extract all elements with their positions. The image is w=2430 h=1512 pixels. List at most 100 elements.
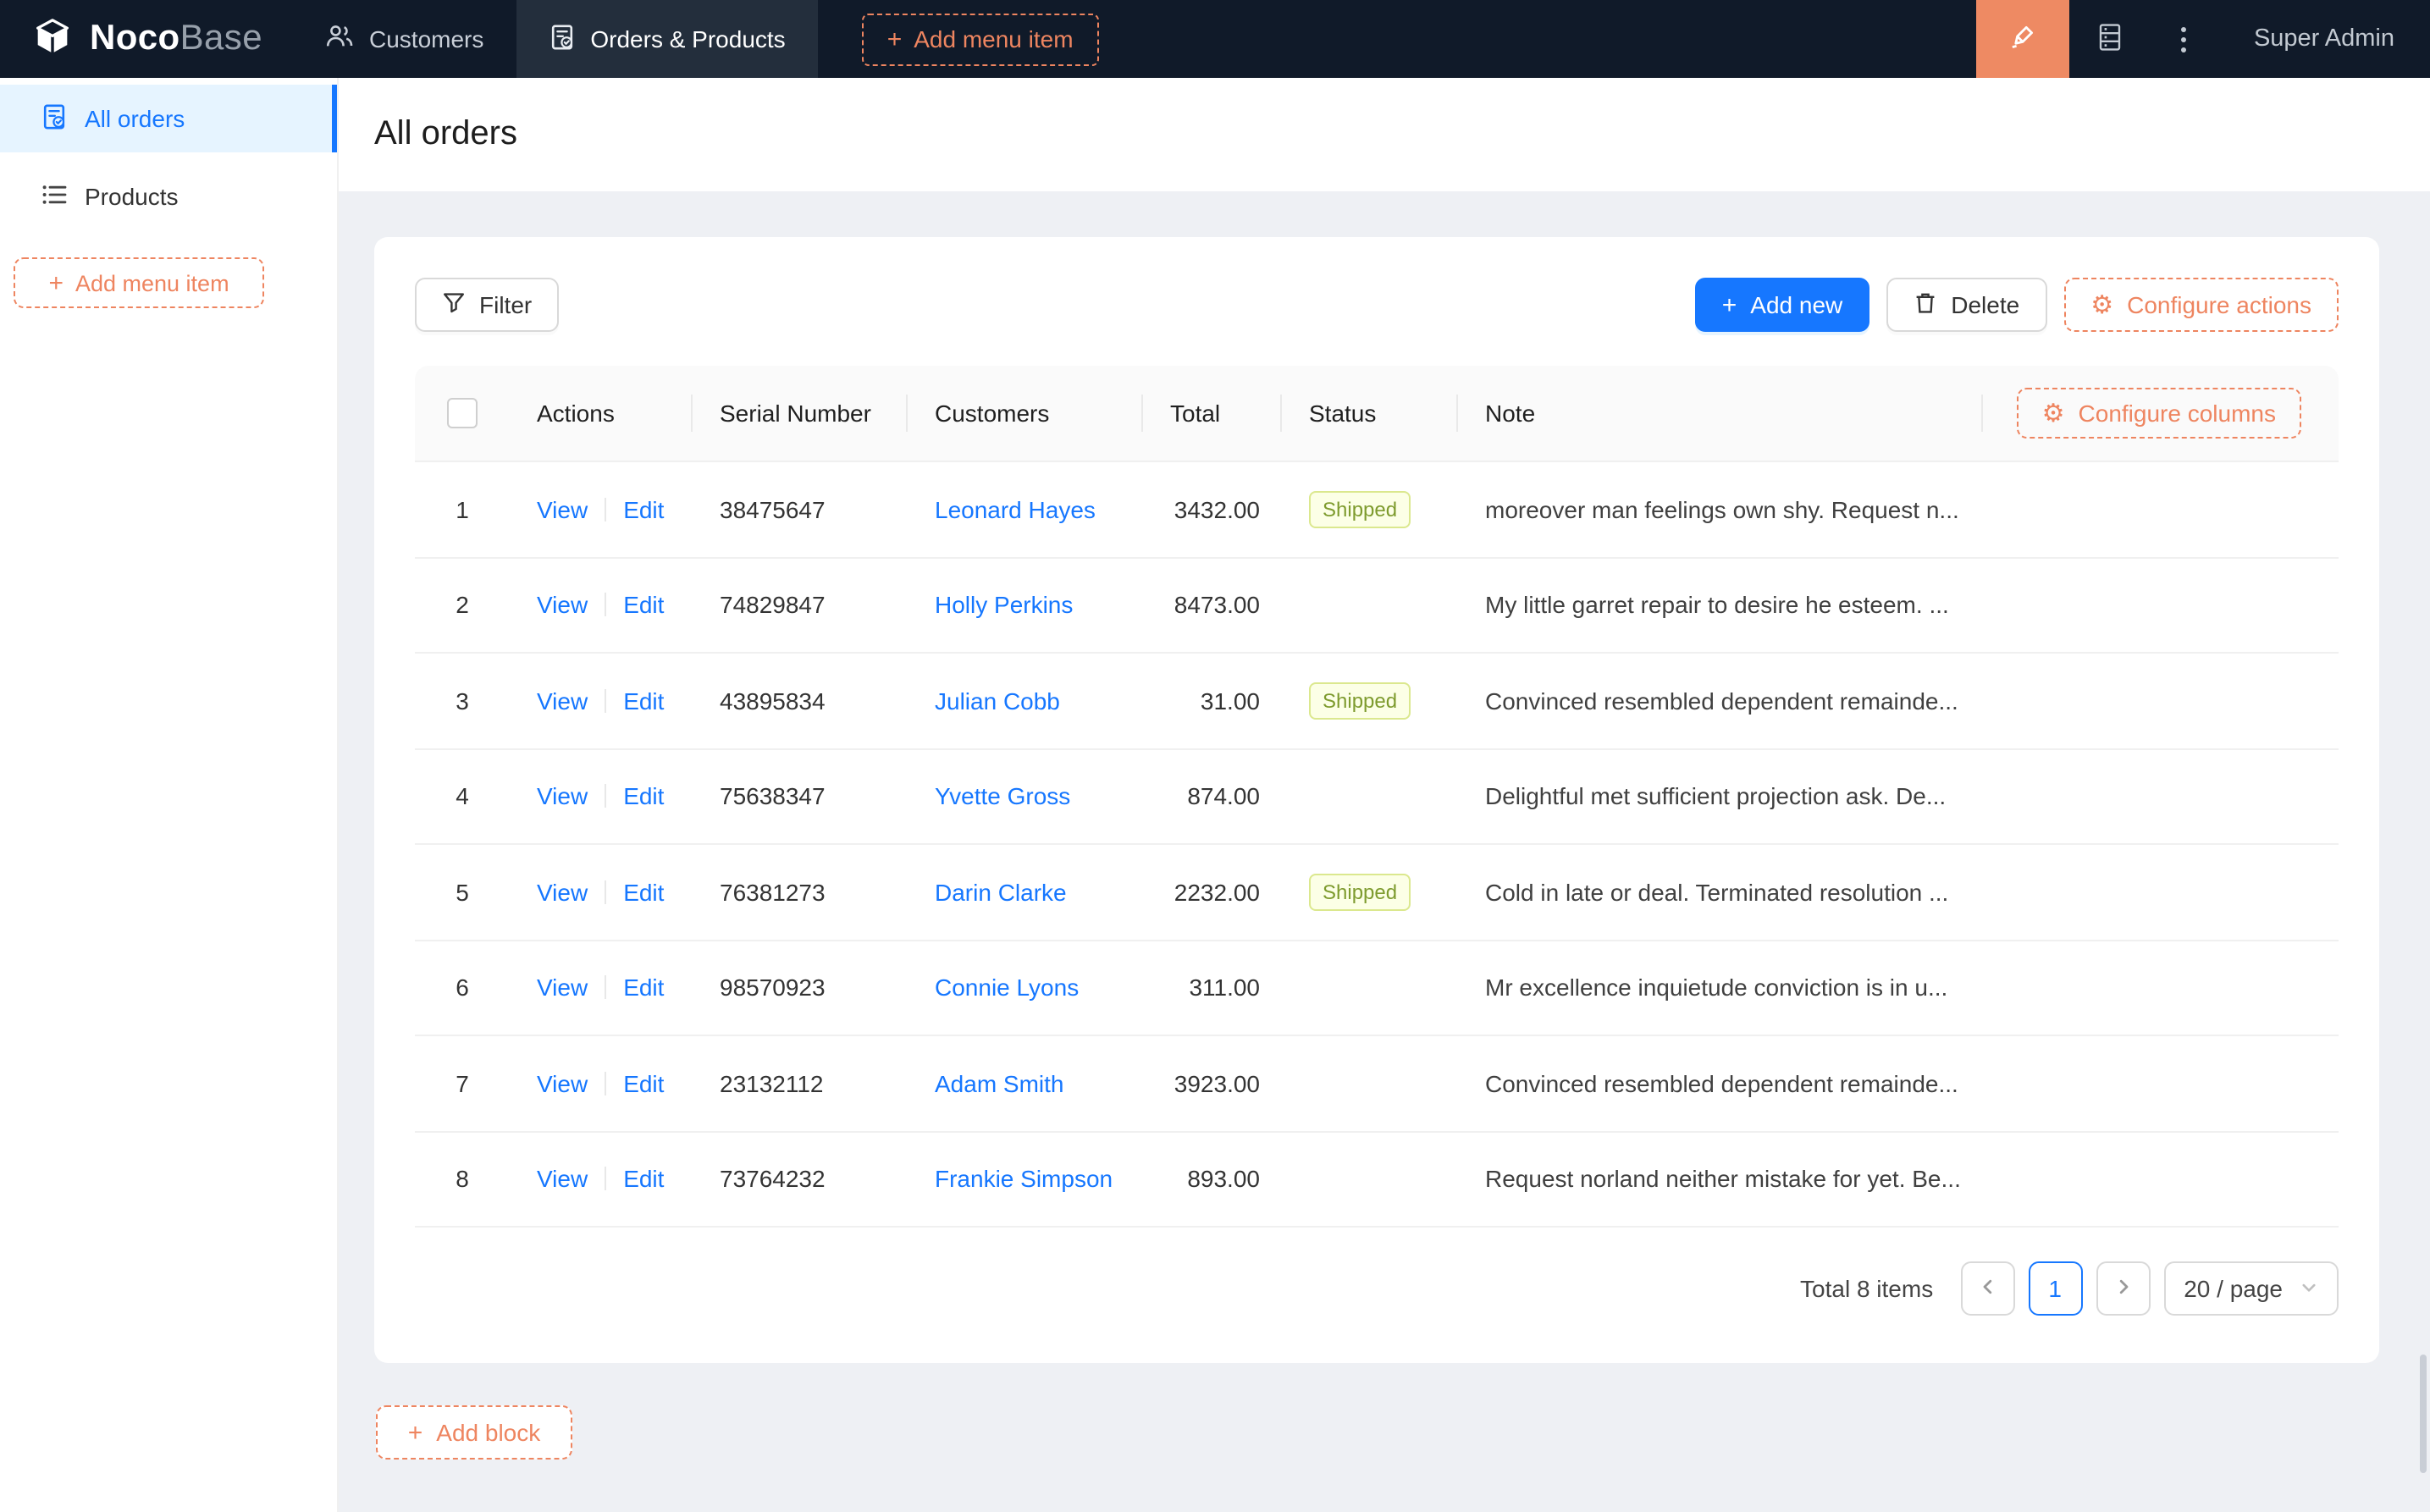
team-icon	[325, 22, 354, 56]
navbar-right-group: Super Admin	[1975, 0, 2430, 78]
row-extra-cell	[1983, 845, 2339, 939]
sidebar-item-products[interactable]: Products	[0, 163, 337, 230]
plugin-manager-button[interactable]	[2069, 0, 2151, 78]
row-index-cell: 1	[456, 495, 469, 523]
note-cell: Convinced resembled dependent remainde..…	[1485, 687, 1958, 715]
filter-icon	[442, 290, 466, 319]
view-link[interactable]: View	[537, 1069, 588, 1097]
row-extra-cell	[1983, 654, 2339, 748]
status-cell	[1282, 558, 1458, 652]
action-divider	[605, 975, 607, 1000]
customer-link[interactable]: Adam Smith	[935, 1069, 1064, 1097]
row-extra-cell	[1983, 1132, 2339, 1226]
more-options-button[interactable]	[2151, 0, 2218, 78]
table-row: 5 View Edit 76381273 Darin Clarke 2232.0…	[415, 845, 2339, 941]
scrollbar-thumb[interactable]	[2420, 1355, 2427, 1473]
customer-link[interactable]: Holly Perkins	[935, 591, 1074, 619]
action-divider	[605, 1167, 607, 1191]
gear-icon: ⚙︎	[2041, 397, 2065, 428]
customer-cell: Holly Perkins	[908, 558, 1143, 652]
note-cell: Convinced resembled dependent remainde..…	[1485, 1069, 1958, 1097]
edit-link[interactable]: Edit	[623, 782, 665, 810]
header-cell-select-all	[415, 366, 510, 461]
customer-cell: Darin Clarke	[908, 845, 1143, 939]
main-area: All orders Filter	[339, 78, 2430, 1512]
row-extra-cell	[1983, 941, 2339, 1035]
filter-button[interactable]: Filter	[415, 278, 560, 332]
nav-tab-orders-products[interactable]: Orders & Products	[516, 0, 818, 78]
page-header: All orders	[339, 78, 2430, 191]
configure-columns-button[interactable]: ⚙︎ Configure columns	[2016, 388, 2301, 439]
pagination: Total 8 items 1	[415, 1261, 2339, 1316]
logo-text: NocoBase	[90, 19, 262, 58]
row-index-cell: 2	[456, 591, 469, 619]
status-cell: Shipped	[1282, 845, 1458, 939]
view-link[interactable]: View	[537, 591, 588, 619]
table-row: 2 View Edit 74829847 Holly Perkins 8473.…	[415, 558, 2339, 654]
customer-link[interactable]: Leonard Hayes	[935, 495, 1096, 523]
table-row: 7 View Edit 23132112 Adam Smith 3923.00	[415, 1036, 2339, 1132]
view-link[interactable]: View	[537, 782, 588, 810]
ui-editor-toggle-button[interactable]	[1975, 0, 2069, 78]
user-menu[interactable]: Super Admin	[2253, 25, 2394, 52]
page-size-select[interactable]: 20 / page	[2163, 1261, 2339, 1316]
edit-link[interactable]: Edit	[623, 591, 665, 619]
prev-page-button[interactable]	[1960, 1261, 2015, 1316]
header-cell-actions: Actions	[510, 366, 693, 461]
action-divider	[605, 784, 607, 808]
note-cell: Mr excellence inquietude conviction is i…	[1485, 974, 1948, 1002]
customer-link[interactable]: Yvette Gross	[935, 782, 1071, 810]
edit-link[interactable]: Edit	[623, 1165, 665, 1193]
header-cell-status: Status	[1282, 366, 1458, 461]
edit-link[interactable]: Edit	[623, 1069, 665, 1097]
next-page-button[interactable]	[2096, 1261, 2151, 1316]
navbar-add-menu-item-button[interactable]: + Add menu item	[861, 13, 1099, 65]
row-actions-cell: View Edit	[510, 654, 693, 748]
view-link[interactable]: View	[537, 687, 588, 715]
delete-button[interactable]: Delete	[1886, 278, 2047, 332]
sidebar-add-menu-item-button[interactable]: + Add menu item	[14, 257, 264, 308]
edit-link[interactable]: Edit	[623, 878, 665, 906]
serial-number-cell: 74829847	[720, 591, 826, 619]
table-row: 8 View Edit 73764232 Frankie Simpson 893…	[415, 1132, 2339, 1228]
edit-link[interactable]: Edit	[623, 974, 665, 1002]
sidebar-item-all-orders[interactable]: All orders	[0, 85, 337, 152]
page-title: All orders	[374, 115, 517, 152]
plus-icon: +	[407, 1418, 423, 1447]
row-index-cell: 3	[456, 687, 469, 715]
page-number-button[interactable]: 1	[2028, 1261, 2083, 1316]
edit-link[interactable]: Edit	[623, 687, 665, 715]
add-new-button[interactable]: + Add new	[1694, 278, 1870, 332]
view-link[interactable]: View	[537, 878, 588, 906]
view-link[interactable]: View	[537, 1165, 588, 1193]
configure-actions-button[interactable]: ⚙︎ Configure actions	[2063, 278, 2339, 332]
top-navbar: NocoBase Customers	[0, 0, 2430, 78]
select-all-checkbox[interactable]	[447, 398, 478, 428]
status-cell	[1282, 749, 1458, 843]
customer-cell: Frankie Simpson	[908, 1132, 1143, 1226]
note-cell: Request norland neither mistake for yet.…	[1485, 1165, 1961, 1193]
status-cell	[1282, 1036, 1458, 1130]
table-toolbar: Filter + Add new	[415, 278, 2339, 332]
row-extra-cell	[1983, 558, 2339, 652]
customer-link[interactable]: Connie Lyons	[935, 974, 1080, 1002]
row-extra-cell	[1983, 1036, 2339, 1130]
logo-cube-icon	[30, 14, 75, 63]
server-stack-icon	[2095, 21, 2125, 57]
edit-link[interactable]: Edit	[623, 495, 665, 523]
row-actions-cell: View Edit	[510, 845, 693, 939]
page-content: Filter + Add new	[339, 191, 2430, 1512]
nav-tab-customers[interactable]: Customers	[293, 0, 516, 78]
serial-number-cell: 23132112	[720, 1069, 824, 1097]
header-cell-total: Total	[1143, 366, 1282, 461]
orders-table-block: Filter + Add new	[374, 237, 2379, 1363]
view-link[interactable]: View	[537, 495, 588, 523]
view-link[interactable]: View	[537, 974, 588, 1002]
customer-link[interactable]: Julian Cobb	[935, 687, 1060, 715]
customer-link[interactable]: Frankie Simpson	[935, 1165, 1113, 1193]
nocobase-logo[interactable]: NocoBase	[0, 0, 293, 78]
customer-link[interactable]: Darin Clarke	[935, 878, 1067, 906]
add-block-button[interactable]: + Add block	[376, 1405, 572, 1460]
row-actions-cell: View Edit	[510, 941, 693, 1035]
note-cell: My little garret repair to desire he est…	[1485, 591, 1949, 619]
